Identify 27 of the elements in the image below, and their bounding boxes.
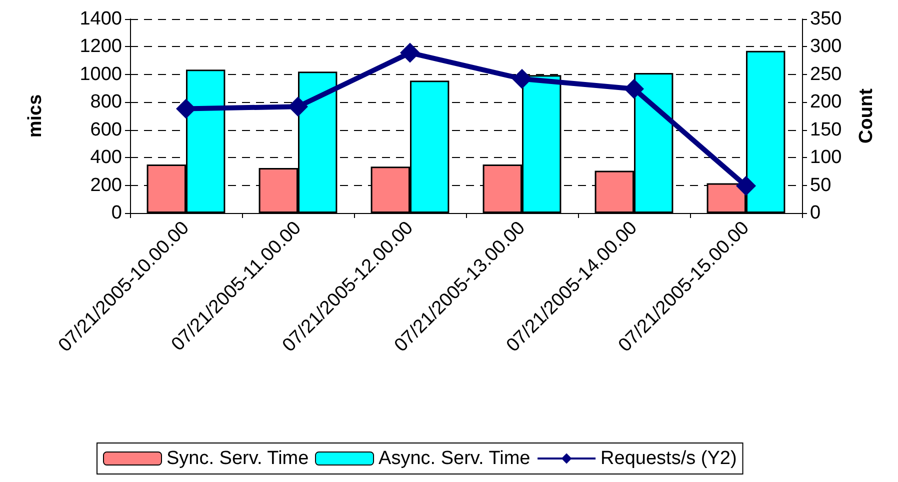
y-tick-label: 1000 [80,64,122,85]
y2-tick-label: 150 [810,119,842,140]
legend-label: Requests/s (Y2) [600,448,737,469]
point [400,42,420,63]
y-tick-label: 800 [90,92,122,113]
y2-tick-label: 350 [810,8,842,30]
point [512,68,532,89]
point [288,96,308,117]
y2-axis-title: Count [856,88,877,144]
y-tick-label: 1200 [80,36,122,58]
y-tick-label: 200 [90,174,122,196]
y-tick-label: 400 [90,147,122,168]
y-tick-label: 600 [90,119,122,140]
legend-label: Async. Serv. Time [378,448,530,469]
y2-tick-label: 300 [810,36,842,58]
y-tick-label: 1400 [80,8,122,30]
y2-tick-label: 50 [810,174,832,196]
point [176,98,196,119]
y2-tick-label: 0 [810,202,821,224]
y-tick-label: 0 [111,202,122,224]
point [736,176,756,196]
legend-label: Sync. Serv. Time [166,448,309,469]
y2-tick-label: 100 [810,147,842,168]
y2-tick-label: 250 [810,64,842,85]
point [624,78,644,99]
y-axis-title: mics [25,94,46,138]
y2-tick-label: 200 [810,92,842,113]
